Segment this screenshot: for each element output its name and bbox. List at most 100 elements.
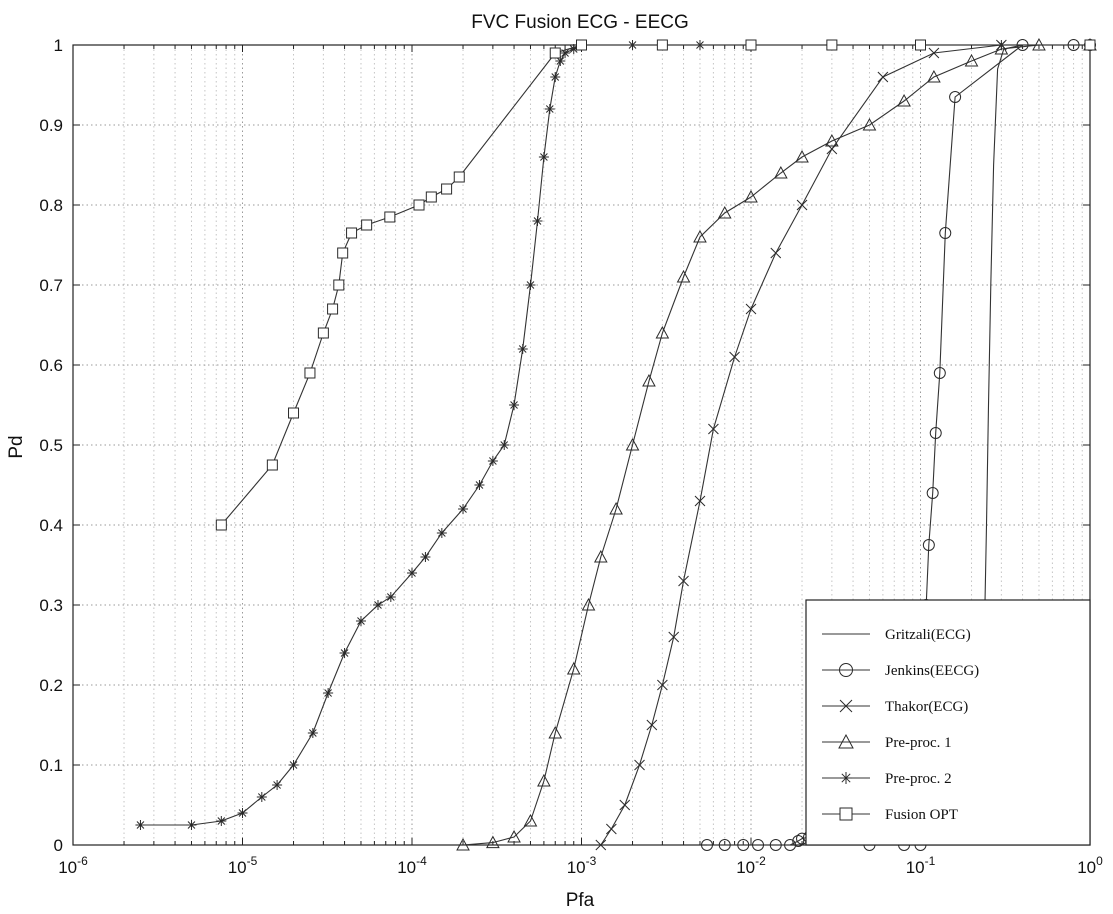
legend-label: Pre-proc. 2 (885, 771, 952, 787)
data-point (237, 808, 248, 818)
data-point (933, 367, 946, 379)
data-point (745, 39, 757, 51)
data-point (605, 823, 617, 835)
legend-label: Thakor(ECG) (885, 699, 968, 715)
data-point (256, 792, 267, 802)
data-point (877, 71, 889, 83)
data-point (825, 133, 839, 147)
data-point (135, 820, 146, 830)
data-point (718, 839, 731, 851)
data-point (272, 780, 283, 790)
legend-marker (838, 733, 854, 749)
data-point (784, 839, 797, 851)
legend-marker (840, 772, 852, 784)
data-point (774, 165, 788, 179)
series-line (220, 44, 1090, 526)
legend-label: Jenkins(EECG) (885, 663, 979, 679)
data-point (657, 679, 668, 691)
data-point (456, 837, 470, 851)
data-point (407, 568, 417, 578)
data-point (566, 661, 581, 675)
data-point (544, 104, 555, 114)
y-axis-label: Pd (6, 435, 27, 458)
data-point (752, 839, 765, 851)
data-point (915, 39, 926, 51)
data-point (826, 39, 838, 51)
data-point (372, 600, 383, 610)
x-tick-label: 10-5 (228, 854, 258, 877)
x-tick-label: 10-2 (736, 854, 766, 877)
data-point (642, 373, 656, 387)
data-point (595, 839, 607, 851)
data-point (548, 725, 563, 739)
data-point (453, 171, 465, 183)
legend-item: Thakor(ECG) (822, 699, 968, 715)
data-point (487, 456, 498, 466)
data-point (486, 835, 500, 849)
x-tick-label: 10-4 (397, 854, 427, 877)
data-point (420, 552, 431, 562)
data-point (333, 279, 345, 291)
data-point (436, 528, 447, 538)
series-line (462, 44, 1090, 846)
x-tick-label: 10-1 (906, 854, 936, 877)
x-tick-label: 100 (1077, 854, 1103, 877)
data-point (555, 56, 566, 66)
data-point (694, 495, 706, 507)
data-point (744, 189, 758, 203)
data-point (862, 117, 877, 131)
data-point (355, 616, 366, 626)
data-point (668, 631, 680, 643)
data-point (792, 835, 805, 847)
series-layer (135, 37, 1097, 851)
data-point (770, 247, 782, 259)
legend-marker (839, 663, 853, 677)
data-point (593, 549, 608, 563)
legend-item: Gritzali(ECG) (822, 627, 971, 643)
data-point (317, 327, 329, 339)
data-point (655, 325, 670, 339)
legend-marker (839, 699, 853, 713)
data-point (538, 152, 549, 162)
data-point (922, 539, 935, 551)
y-tick-label: 0.2 (39, 676, 63, 695)
legend-box (805, 599, 1091, 846)
data-point (939, 227, 952, 239)
y-tick-label: 0.5 (39, 436, 63, 455)
data-point (949, 91, 962, 103)
data-point (537, 773, 551, 787)
data-point (413, 199, 425, 211)
legend-item: Pre-proc. 2 (822, 771, 952, 787)
data-point (646, 719, 658, 731)
legend-item: Jenkins(EECG) (822, 663, 979, 679)
y-tick-label: 0.8 (39, 196, 63, 215)
data-point (288, 760, 299, 770)
data-point (619, 799, 631, 811)
data-point (385, 592, 396, 602)
data-point (384, 211, 396, 223)
series-fusion-opt (215, 39, 1096, 531)
data-point (288, 407, 300, 419)
data-point (474, 480, 485, 490)
y-tick-label: 0.6 (39, 356, 63, 375)
data-point (549, 47, 561, 59)
data-point (186, 820, 197, 830)
data-point (346, 227, 358, 239)
x-tick-label: 10-6 (58, 854, 88, 877)
y-tick-label: 0.1 (39, 756, 63, 775)
data-point (499, 440, 510, 450)
data-point (339, 648, 350, 658)
y-tick-label: 0.7 (39, 276, 63, 295)
data-point (745, 303, 757, 315)
data-point (576, 39, 587, 51)
y-tick-label: 0.3 (39, 596, 63, 615)
data-point (678, 575, 689, 587)
data-point (532, 216, 543, 226)
x-axis-label: Pfa (566, 890, 595, 911)
data-point (304, 367, 316, 379)
legend-item: Pre-proc. 1 (822, 733, 952, 751)
data-point (926, 487, 939, 499)
data-point (676, 269, 691, 283)
data-point (361, 219, 373, 231)
